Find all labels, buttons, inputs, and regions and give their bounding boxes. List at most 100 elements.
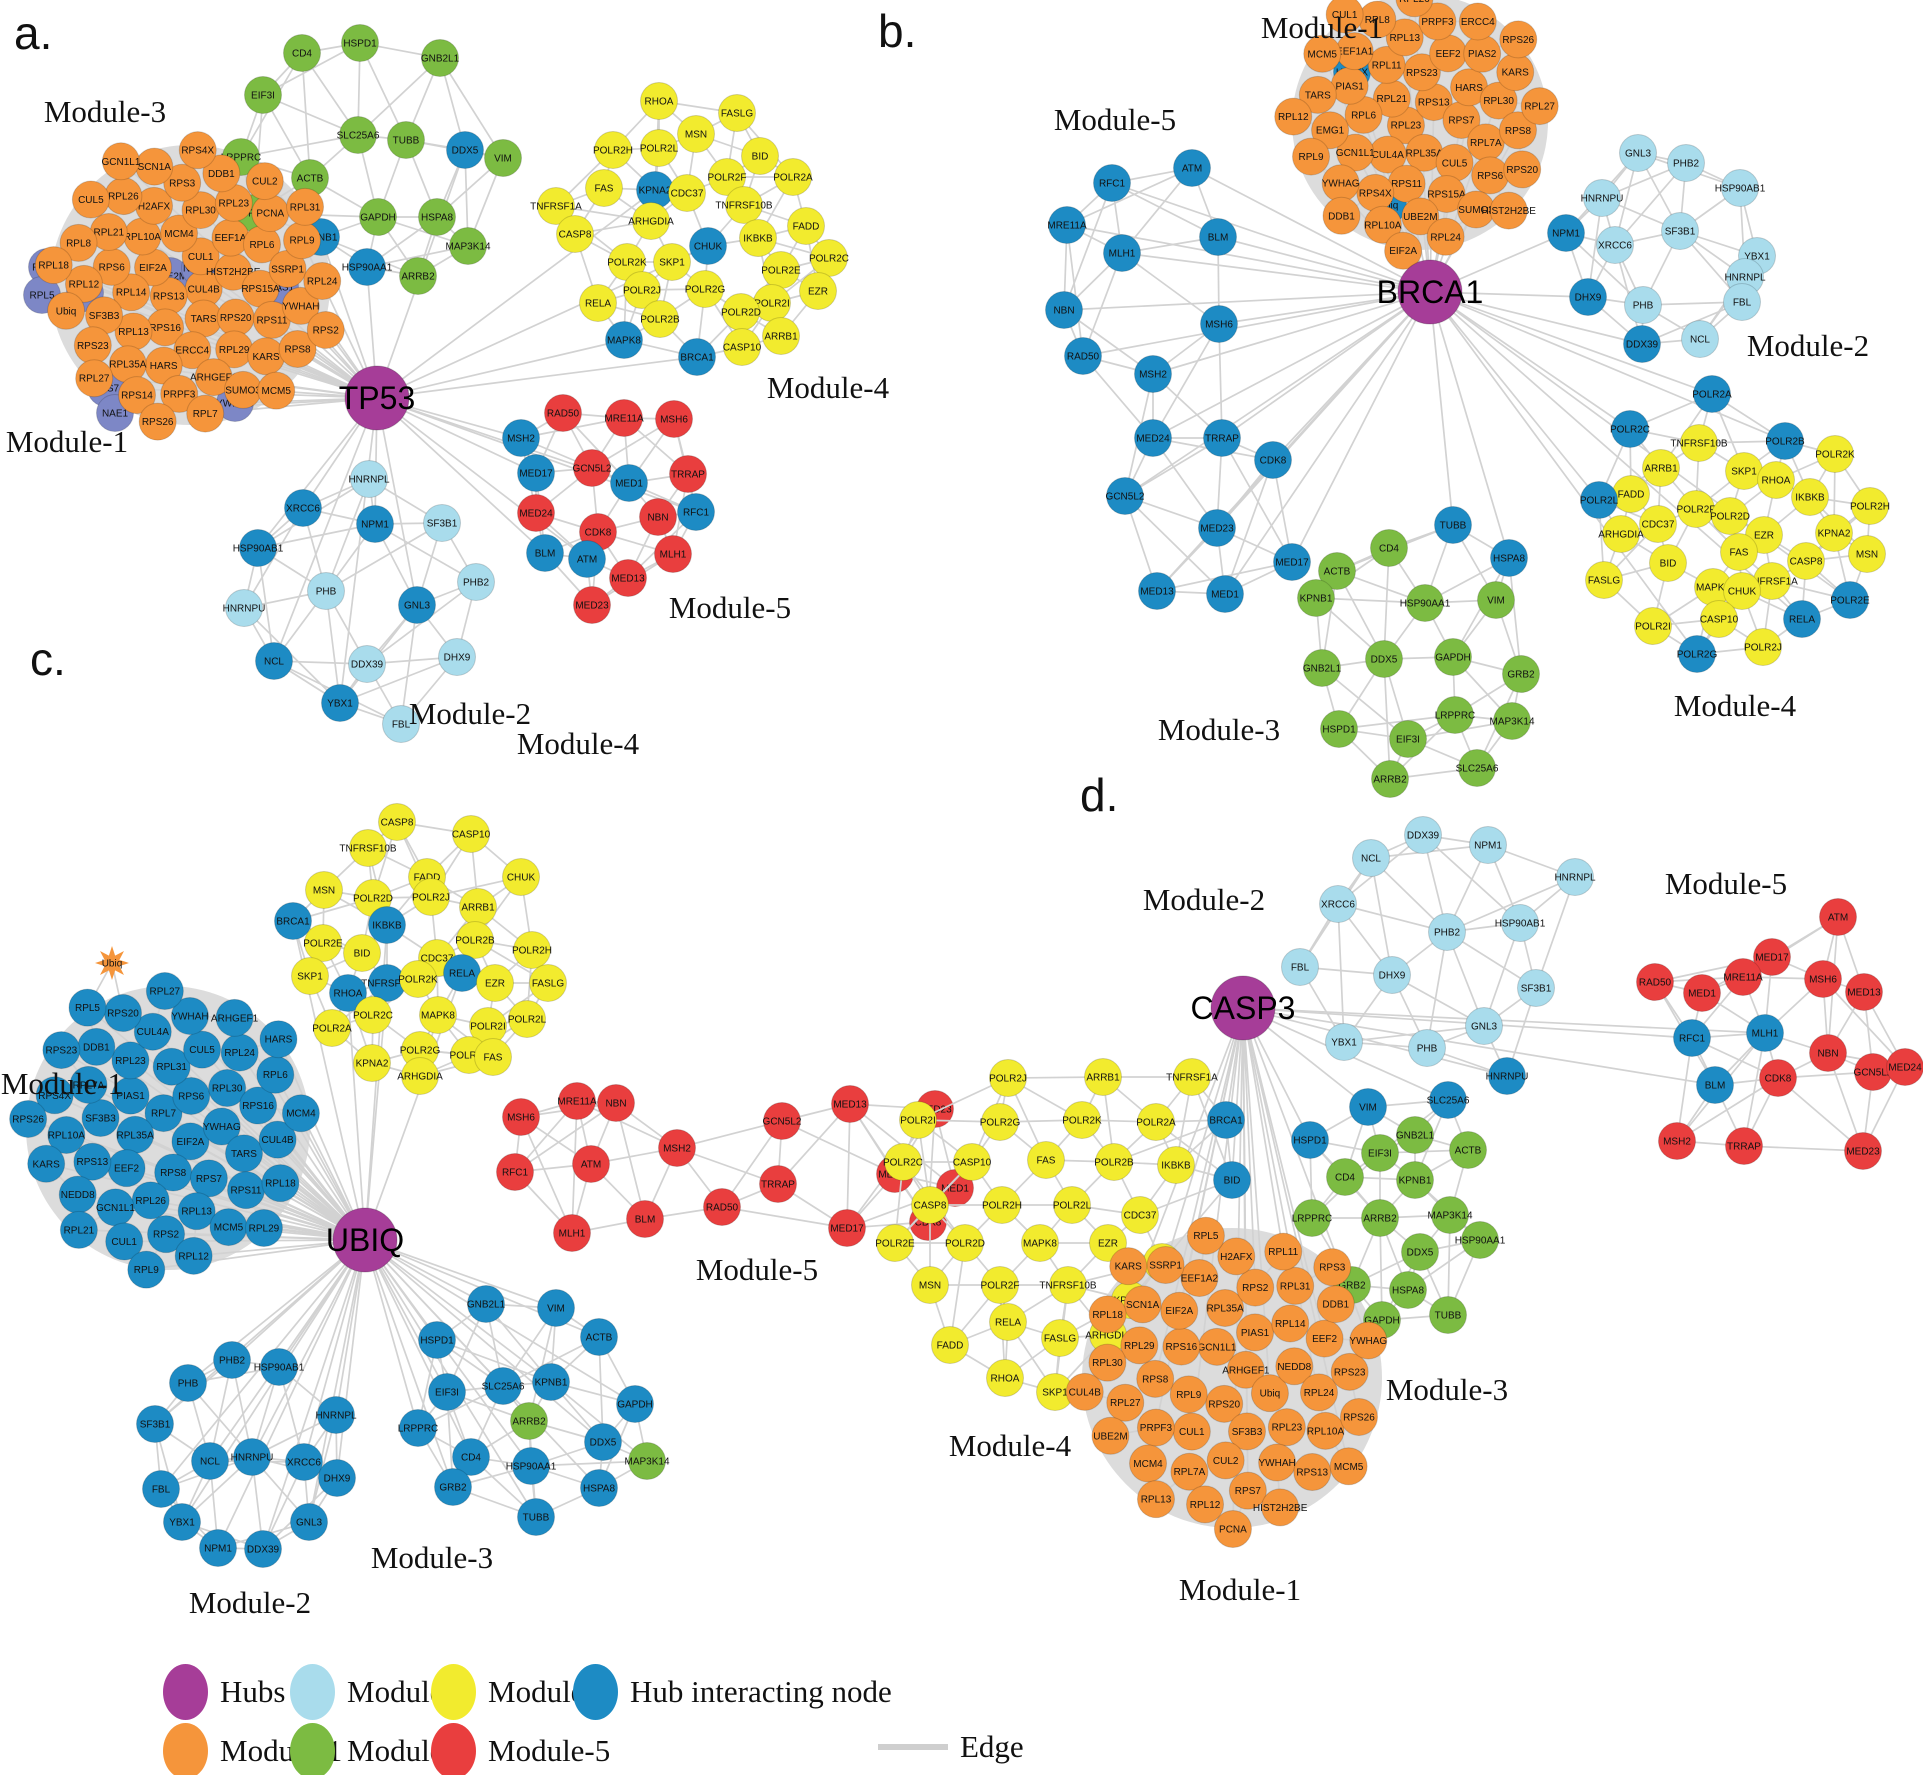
- node-EIF3I: [428, 1373, 466, 1411]
- node-MED13: [831, 1085, 869, 1123]
- node-label-CASP8: CASP8: [381, 818, 414, 829]
- node-label-RPS6: RPS6: [99, 262, 126, 273]
- node-label-FASLG: FASLG: [1044, 1334, 1076, 1345]
- node-GCN5L2: [763, 1102, 801, 1140]
- node-label-CUL1: CUL1: [188, 252, 214, 263]
- node-CHUK: [502, 858, 540, 896]
- node-TRRAP: [759, 1165, 797, 1203]
- node-CUL2: [245, 162, 284, 201]
- node-label-BLM: BLM: [1208, 233, 1229, 244]
- node-label-TNFRSF10B: TNFRSF10B: [1039, 1281, 1097, 1292]
- module-label-b-module-4: Module-4: [1674, 688, 1797, 723]
- node-label-RPS4X: RPS4X: [38, 1091, 71, 1102]
- node-label-RPL29: RPL29: [219, 345, 250, 356]
- node-label-POLR2K: POLR2K: [398, 975, 438, 986]
- node-label-EZR: EZR: [485, 979, 505, 990]
- node-label-MED13: MED13: [1847, 988, 1881, 999]
- node-PHB2: [1428, 913, 1466, 951]
- edge: [400, 604, 418, 725]
- node-MED17: [1273, 543, 1311, 581]
- node-label-TNFRSF1A: TNFRSF1A: [530, 202, 582, 213]
- node-POLR2G: [1678, 635, 1716, 673]
- hub-edge: [1156, 291, 1431, 592]
- node-ARHGDIA: [632, 202, 670, 240]
- node-label-SLC25A6: SLC25A6: [337, 131, 380, 142]
- node-label-MSH6: MSH6: [1205, 320, 1233, 331]
- hub-node-CASP3: [1210, 975, 1276, 1041]
- node-label-HSPD1: HSPD1: [1293, 1136, 1327, 1147]
- node-label-CASP10: CASP10: [1700, 615, 1739, 626]
- node-RPS8: [1136, 1359, 1175, 1398]
- hub-edge: [376, 397, 546, 554]
- node-CUL2: [1206, 1441, 1245, 1480]
- node-GAPDH: [1434, 638, 1472, 676]
- node-RELA: [579, 284, 617, 322]
- node-RPL7: [144, 1094, 183, 1133]
- node-label-RPS11: RPS11: [1391, 179, 1422, 190]
- node-label-RPS26: RPS26: [12, 1114, 44, 1125]
- node-label-POLR2H: POLR2H: [512, 946, 552, 957]
- node-label-HSPA8: HSPA8: [421, 213, 453, 224]
- hub-node-UBIQ: [332, 1207, 398, 1273]
- node-label-PHB2: PHB2: [1434, 928, 1461, 939]
- node-label-PIAS1: PIAS1: [1241, 1328, 1270, 1339]
- node-label-PHB2: PHB2: [1673, 159, 1700, 170]
- node-label-RPL5: RPL5: [29, 291, 54, 302]
- node-label-NPM1: NPM1: [204, 1544, 232, 1555]
- node-RPL9: [127, 1250, 166, 1289]
- node-label-GCN5L2: GCN5L2: [1106, 492, 1145, 503]
- node-CUL1: [105, 1222, 144, 1261]
- node-label-HSPD1: HSPD1: [420, 1336, 454, 1347]
- edge: [240, 134, 359, 158]
- node-label-HNRNPU: HNRNPU: [231, 1453, 274, 1464]
- node-label-ACTB: ACTB: [586, 1333, 613, 1344]
- hub-edge: [1429, 291, 1643, 345]
- node-EIF2A: [171, 1122, 210, 1161]
- node-label-POLR2D: POLR2D: [1710, 512, 1750, 523]
- node-label-CDC37: CDC37: [671, 189, 704, 200]
- node-RPL5: [68, 988, 107, 1027]
- node-POLR2G: [981, 1103, 1019, 1141]
- node-label-BRCA1: BRCA1: [680, 353, 714, 364]
- node-PRPF3: [160, 374, 199, 413]
- node-label-ATM: ATM: [1828, 913, 1848, 924]
- node-CUL4A: [133, 1012, 172, 1051]
- node-label-MED23: MED23: [1846, 1147, 1880, 1158]
- node-label-POLR2F: POLR2F: [450, 1051, 489, 1062]
- node-RPL12: [174, 1236, 213, 1275]
- hub-edge: [1429, 291, 1851, 601]
- node-RPL12: [1274, 97, 1313, 136]
- node-label-POLR2E: POLR2E: [1830, 596, 1870, 607]
- node-label-VIM: VIM: [547, 1304, 565, 1315]
- node-label-DHX9: DHX9: [324, 1474, 351, 1485]
- node-HARS: [259, 1020, 298, 1059]
- node-label-HSP90AB1: HSP90AB1: [1715, 184, 1766, 195]
- node-LRPPRC: [399, 1409, 437, 1447]
- node-RPL13: [177, 1192, 216, 1231]
- node-ARRB2: [510, 1402, 548, 1440]
- hub-edge: [1221, 291, 1431, 439]
- node-label-POLR2L: POLR2L: [640, 144, 679, 155]
- node-POLR2A: [1137, 1103, 1175, 1141]
- node-RPS20: [1503, 150, 1542, 189]
- node-label-CUL4A: CUL4A: [137, 1027, 170, 1038]
- node-label-RPL35A: RPL35A: [109, 360, 147, 371]
- hub-edge: [364, 1239, 454, 1488]
- node-label-IKBKB: IKBKB: [743, 234, 773, 245]
- node-RPL10A: [1306, 1411, 1345, 1450]
- node-label-CDC37: CDC37: [1642, 520, 1675, 531]
- node-MSN: [305, 871, 343, 909]
- node-label-DDX39: DDX39: [351, 660, 384, 671]
- node-CDC37: [1639, 505, 1677, 543]
- node-FADD: [931, 1326, 969, 1364]
- node-label-RELA: RELA: [585, 299, 611, 310]
- node-POLR2J: [1744, 628, 1782, 666]
- node-POLR2B: [641, 300, 679, 338]
- node-label-PHB: PHB: [1633, 301, 1654, 312]
- node-label-HSPD1: HSPD1: [1322, 725, 1356, 736]
- node-label-LRPPRC: LRPPRC: [1435, 711, 1476, 722]
- node-label-RPS20: RPS20: [220, 313, 252, 324]
- node-label-POLR2H: POLR2H: [982, 1201, 1022, 1212]
- node-POLR2F: [708, 158, 746, 196]
- node-label-RPS4X: RPS4X: [1359, 188, 1392, 199]
